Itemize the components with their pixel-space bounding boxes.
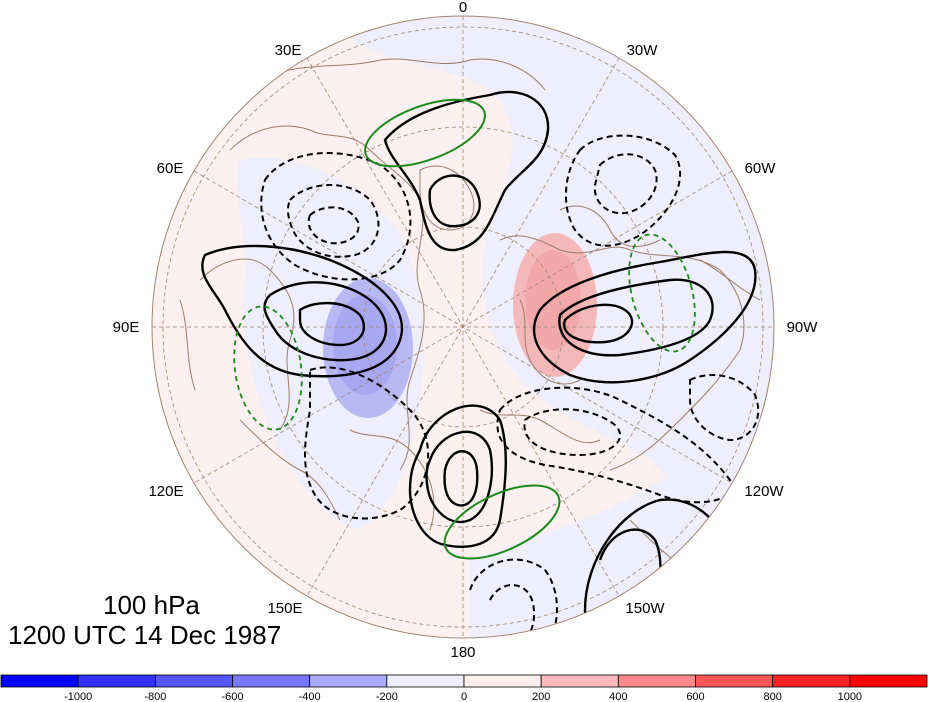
lon-label-0: 0 bbox=[459, 0, 467, 16]
lon-label-180: 180 bbox=[450, 644, 475, 661]
longitude-labels: 0 30W 60W 90W 120W 150W 180 150E 120E 90… bbox=[113, 0, 819, 661]
colorbar-box bbox=[309, 674, 388, 688]
colorbar-tick-label: -600 bbox=[221, 691, 243, 702]
colorbar-box bbox=[77, 674, 156, 688]
colorbar-tick-label: 400 bbox=[609, 691, 627, 702]
colorbar-box bbox=[232, 674, 311, 688]
colorbar-labels: -1000 -800 -600 -400 -200 0 200 400 600 800 1000 bbox=[64, 691, 862, 702]
lon-label-60w: 60W bbox=[745, 160, 777, 177]
colorbar-tick-label: -400 bbox=[299, 691, 321, 702]
lon-label-150w: 150W bbox=[625, 600, 665, 617]
lon-label-150e: 150E bbox=[267, 600, 302, 617]
colorbar-box bbox=[463, 674, 542, 688]
colorbar-tick-label: -200 bbox=[376, 691, 398, 702]
colorbar-tick-label: -1000 bbox=[64, 691, 92, 702]
colorbar-tick-label: 0 bbox=[461, 691, 467, 702]
colorbar-box bbox=[540, 674, 619, 688]
colorbar-box bbox=[849, 674, 928, 688]
lon-label-30w: 30W bbox=[627, 42, 659, 59]
colorbar-boxes bbox=[0, 674, 928, 688]
lon-label-60e: 60E bbox=[157, 160, 184, 177]
colorbar-tick-label: 800 bbox=[763, 691, 781, 702]
colorbar-box bbox=[695, 674, 774, 688]
colorbar-tick-label: 1000 bbox=[838, 691, 862, 702]
lon-label-90e: 90E bbox=[113, 319, 140, 336]
colorbar: -1000 -800 -600 -400 -200 0 200 400 600 800 1000 bbox=[0, 674, 928, 702]
map-border bbox=[151, 15, 775, 639]
contours bbox=[201, 90, 760, 638]
colorbar-box bbox=[0, 674, 79, 688]
lon-label-90w: 90W bbox=[787, 319, 819, 336]
lon-label-30e: 30E bbox=[275, 42, 302, 59]
colorbar-tick-label: -800 bbox=[144, 691, 166, 702]
colorbar-box bbox=[386, 674, 465, 688]
lon-label-120e: 120E bbox=[148, 483, 183, 500]
colorbar-box bbox=[617, 674, 696, 688]
lon-label-120w: 120W bbox=[744, 483, 784, 500]
colorbar-tick-label: 600 bbox=[686, 691, 704, 702]
colorbar-box bbox=[154, 674, 233, 688]
colorbar-box bbox=[772, 674, 851, 688]
colorbar-tick-label: 200 bbox=[532, 691, 550, 702]
title-pressure-level: 100 hPa bbox=[103, 590, 200, 620]
title-valid-time: 1200 UTC 14 Dec 1987 bbox=[8, 620, 282, 650]
